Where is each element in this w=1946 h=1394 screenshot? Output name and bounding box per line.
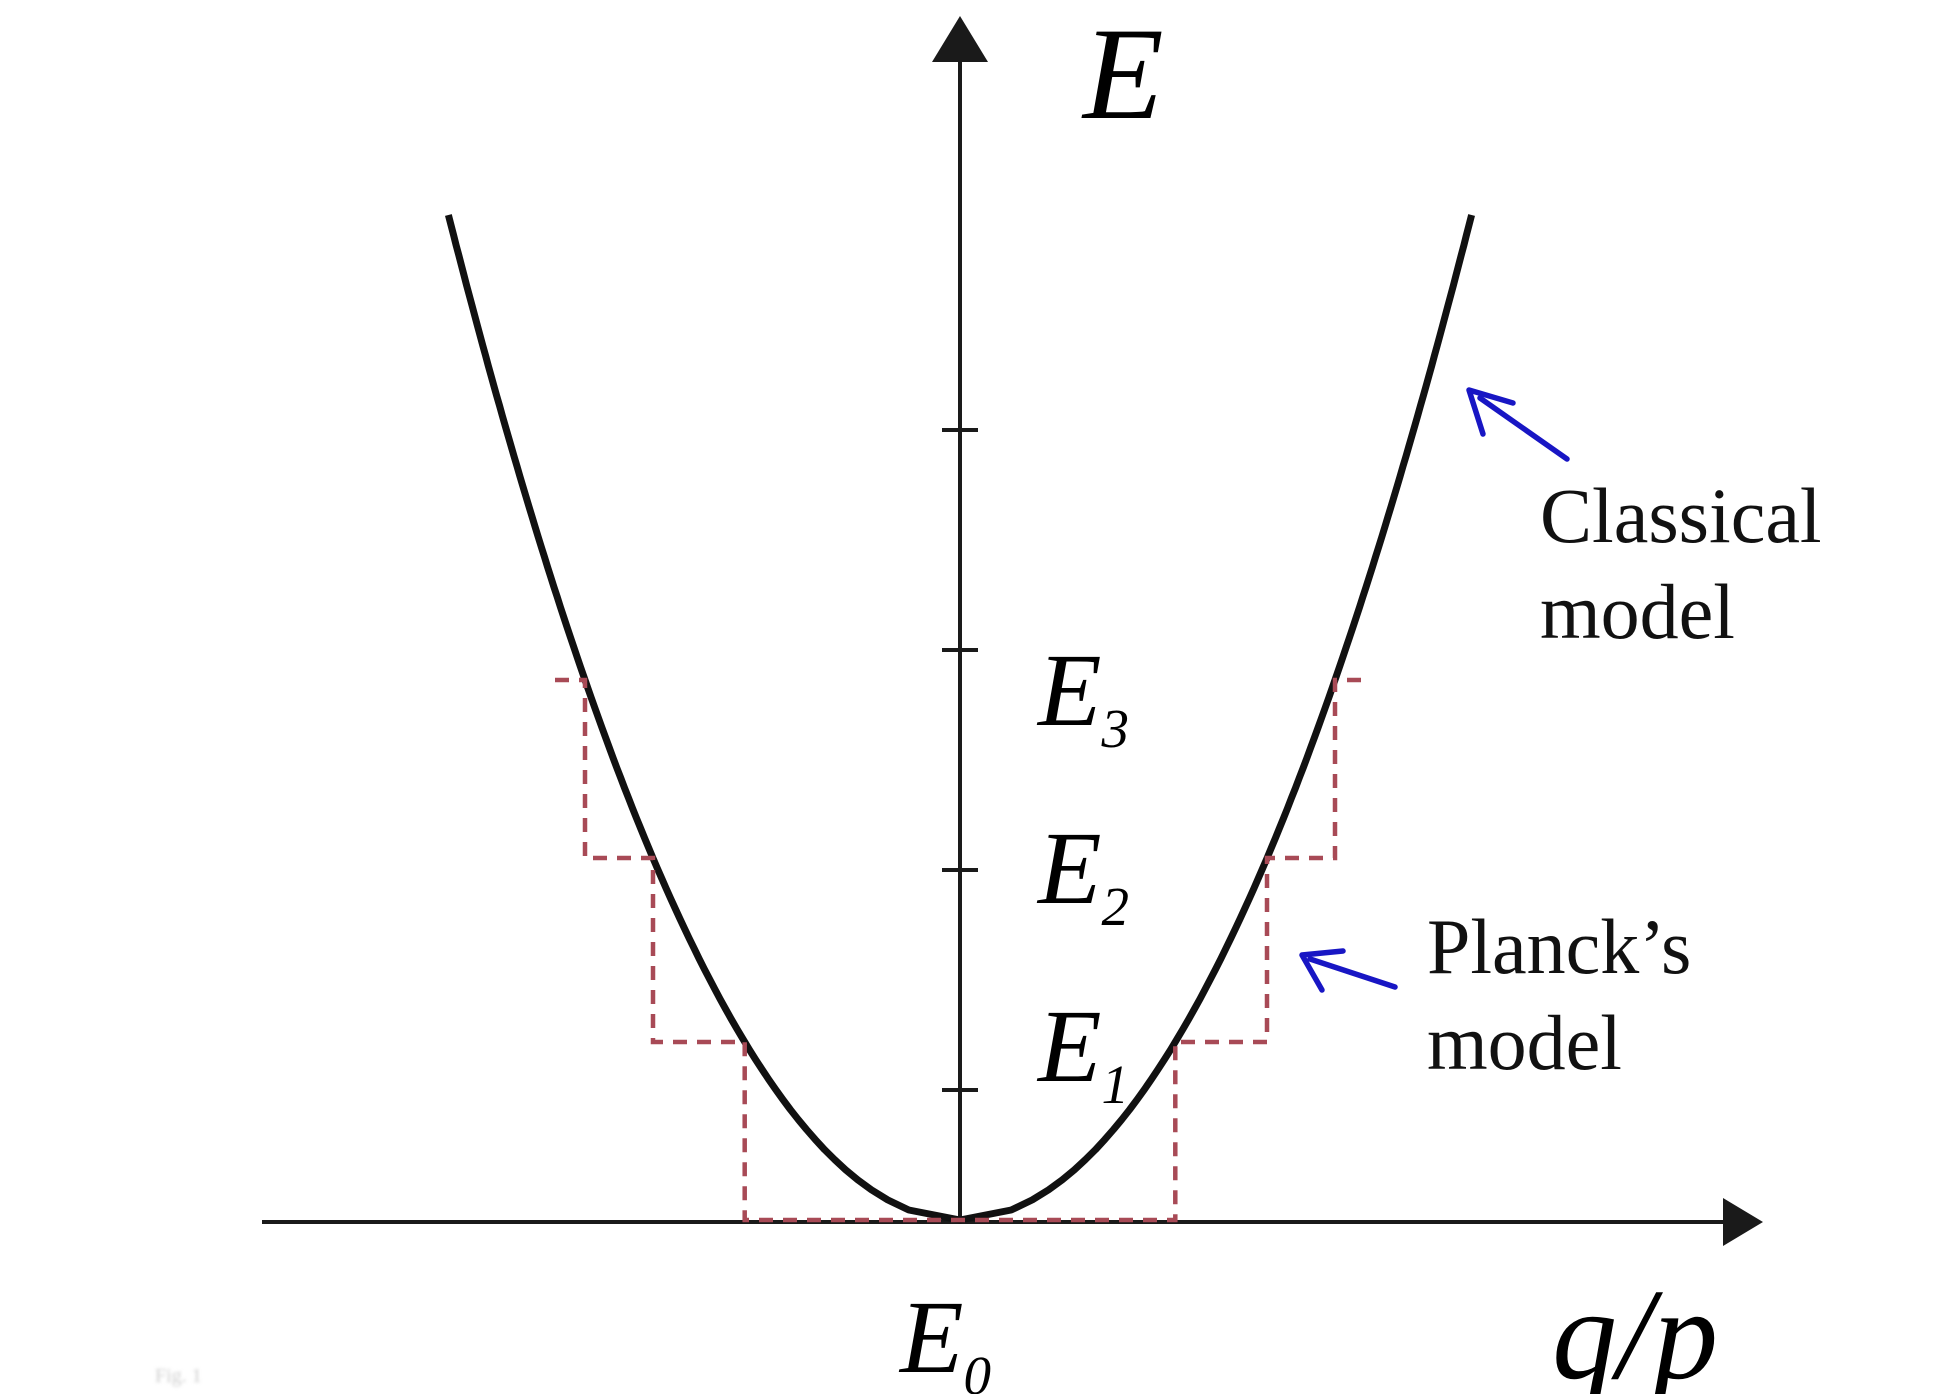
svg-text:E: E (1081, 0, 1164, 147)
svg-text:Fig. 1: Fig. 1 (155, 1365, 202, 1387)
svg-text:Planck’s: Planck’s (1427, 903, 1691, 990)
svg-text:model: model (1540, 568, 1735, 655)
svg-text:q/p: q/p (1552, 1263, 1718, 1394)
svg-text:model: model (1427, 999, 1622, 1086)
svg-text:Classical: Classical (1540, 472, 1822, 559)
